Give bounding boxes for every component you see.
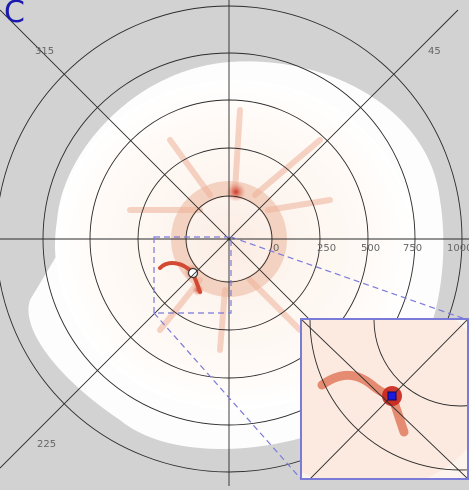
zoom-connector-bottom	[153, 312, 302, 480]
inset-selected-marker	[387, 391, 397, 401]
radial-label-750: 750	[403, 243, 422, 254]
selected-marker	[187, 267, 199, 279]
radial-label-250: 250	[317, 243, 336, 254]
panel-letter: C	[4, 0, 25, 30]
axis-diagonal-b	[0, 9, 459, 469]
heat-streaks	[127, 107, 333, 353]
angle-label-225: 225	[37, 439, 56, 450]
radial-label-1000: 1000	[447, 243, 469, 254]
zoom-connector-top	[230, 236, 469, 321]
zoom-indicator	[153, 236, 469, 480]
inset-view	[300, 318, 469, 480]
radial-labels: 0 250 500 750 1000	[273, 243, 469, 254]
inset-axis-a	[301, 319, 468, 479]
zoom-source-box	[153, 236, 232, 314]
angle-labels: 315 45 225	[35, 46, 441, 450]
angle-label-315: 315	[35, 46, 54, 57]
angle-label-45: 45	[428, 46, 441, 57]
radial-label-500: 500	[361, 243, 380, 254]
inset-frame	[300, 318, 469, 480]
radial-label-0: 0	[273, 243, 279, 254]
